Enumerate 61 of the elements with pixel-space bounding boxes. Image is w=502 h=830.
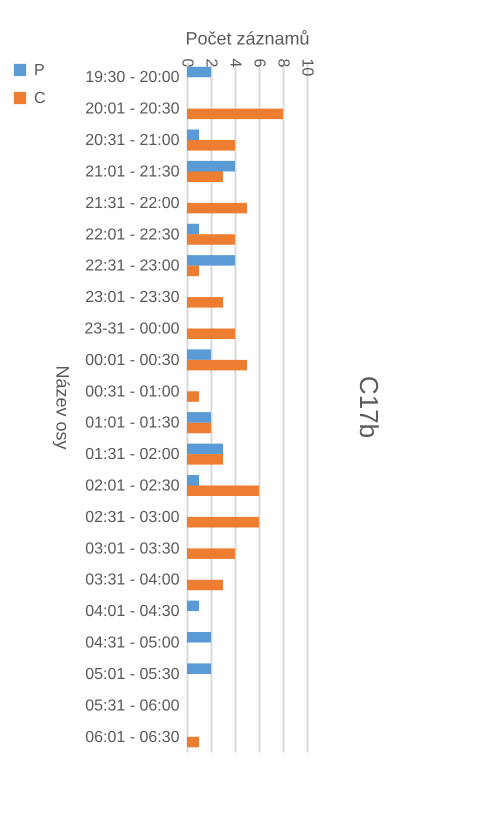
bar bbox=[187, 140, 235, 151]
y-tick-label: 06:01 - 06:30 bbox=[85, 728, 180, 746]
y-tick-label: 03:01 - 03:30 bbox=[85, 540, 180, 558]
y-tick-label: 01:31 - 02:00 bbox=[85, 446, 180, 464]
y-tick-label: 19:30 - 20:00 bbox=[85, 69, 180, 86]
bar bbox=[187, 360, 247, 370]
bar bbox=[187, 516, 259, 528]
bar bbox=[187, 224, 199, 234]
x-tick-label: 4 bbox=[226, 58, 244, 68]
bar bbox=[187, 580, 223, 590]
y-tick-label: 20:01 - 20:30 bbox=[85, 100, 180, 118]
x-tick-label: 6 bbox=[250, 58, 268, 68]
y-tick-label: 02:31 - 03:00 bbox=[85, 508, 180, 526]
y-tick-label: 00:31 - 01:00 bbox=[85, 383, 180, 400]
bar bbox=[187, 412, 211, 423]
y-tick-label: 22:01 - 22:30 bbox=[85, 226, 180, 244]
y-tick-label: 23:01 - 23:30 bbox=[85, 289, 180, 306]
y-tick-label: 05:31 - 06:00 bbox=[85, 697, 180, 714]
y-tick-label: 00:01 - 00:30 bbox=[85, 352, 180, 369]
legend-label: P bbox=[34, 62, 45, 79]
bar bbox=[187, 548, 235, 559]
bar bbox=[187, 444, 223, 454]
y-axis-title: Název osy bbox=[52, 365, 72, 450]
bar bbox=[187, 266, 199, 276]
y-tick-label: 02:01 - 02:30 bbox=[85, 478, 180, 495]
x-tick-label: 8 bbox=[274, 58, 292, 68]
x-tick-label: 2 bbox=[202, 58, 220, 68]
y-tick-label: 22:31 - 23:00 bbox=[85, 258, 180, 275]
x-tick-label: 10 bbox=[298, 58, 316, 76]
y-tick-label: 03:31 - 04:00 bbox=[85, 572, 180, 589]
bar bbox=[187, 391, 199, 402]
y-tick-label: 20:31 - 21:00 bbox=[85, 132, 180, 150]
bar bbox=[187, 66, 211, 78]
bar bbox=[187, 255, 235, 266]
bar bbox=[187, 297, 223, 308]
bar bbox=[187, 349, 211, 360]
bar bbox=[187, 171, 223, 182]
bar bbox=[187, 632, 211, 643]
legend-label: C bbox=[34, 90, 46, 107]
bar bbox=[187, 160, 235, 172]
bar bbox=[187, 736, 199, 748]
bar bbox=[187, 202, 247, 214]
bar bbox=[187, 328, 235, 340]
bar bbox=[187, 108, 283, 120]
bar bbox=[187, 130, 199, 140]
bar bbox=[187, 663, 211, 674]
y-tick-label: 21:31 - 22:00 bbox=[85, 194, 180, 212]
bar bbox=[187, 486, 259, 496]
bar bbox=[187, 234, 235, 245]
y-tick-label: 23-31 - 00:00 bbox=[84, 320, 180, 338]
bar bbox=[187, 422, 211, 434]
y-tick-label: 05:01 - 05:30 bbox=[85, 666, 180, 683]
text: C17b bbox=[354, 376, 384, 438]
bar bbox=[187, 474, 199, 486]
y-tick-label: 04:31 - 05:00 bbox=[85, 634, 180, 652]
y-tick-label: 04:01 - 04:30 bbox=[85, 603, 180, 620]
x-axis-title: Počet záznamů bbox=[185, 28, 310, 48]
y-tick-label: 01:01 - 01:30 bbox=[85, 414, 180, 432]
y-tick-label: 21:01 - 21:30 bbox=[85, 163, 180, 180]
bar bbox=[187, 600, 199, 612]
bar bbox=[187, 454, 223, 465]
